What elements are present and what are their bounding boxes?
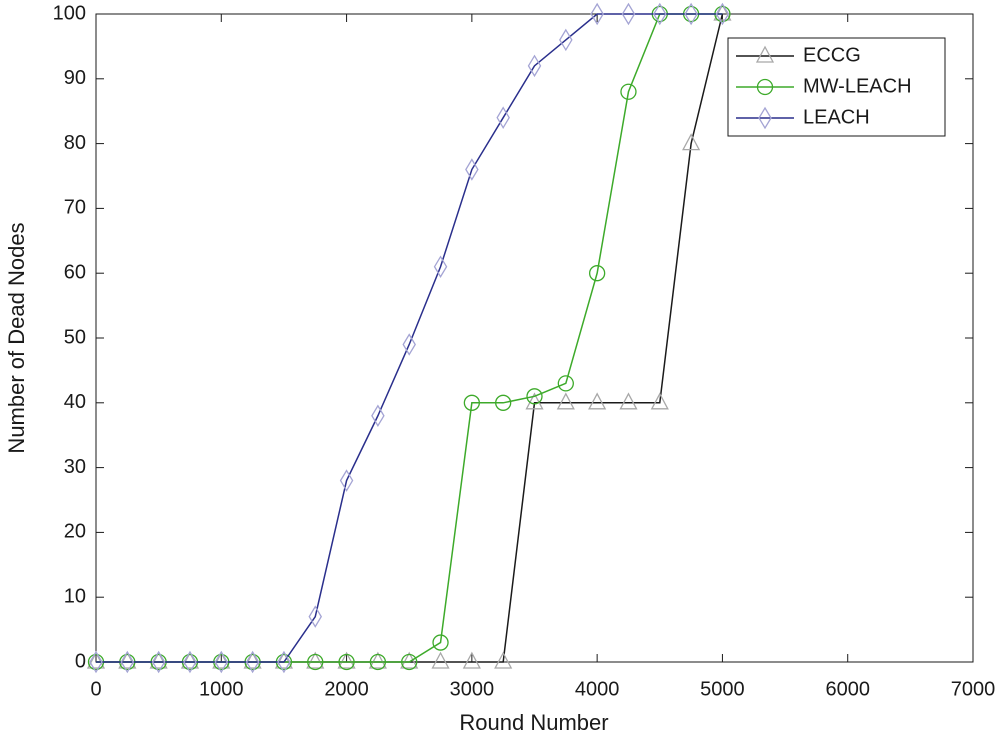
marker xyxy=(684,2,698,26)
y-tick-label: 30 xyxy=(64,456,86,478)
y-tick-label: 10 xyxy=(64,585,86,607)
marker xyxy=(339,469,354,492)
marker xyxy=(620,83,637,100)
marker xyxy=(120,650,135,674)
y-tick-label: 20 xyxy=(64,521,86,543)
legend-marker xyxy=(755,45,775,63)
marker xyxy=(118,651,137,669)
marker xyxy=(243,651,262,669)
marker xyxy=(495,394,512,411)
marker xyxy=(650,392,669,410)
marker xyxy=(559,28,573,52)
marker xyxy=(371,404,385,428)
marker xyxy=(525,392,544,410)
marker xyxy=(496,106,510,129)
marker xyxy=(494,651,513,669)
marker xyxy=(526,388,543,405)
y-tick-label: 70 xyxy=(64,197,86,219)
marker xyxy=(588,265,606,282)
marker xyxy=(183,650,197,674)
marker xyxy=(682,133,701,151)
x-tick-label: 4000 xyxy=(575,678,620,700)
marker xyxy=(653,2,667,26)
marker xyxy=(338,653,355,671)
x-tick-label: 7000 xyxy=(951,678,996,700)
marker xyxy=(306,651,325,669)
y-tick-label: 0 xyxy=(75,650,86,672)
legend-marker xyxy=(758,106,772,130)
y-tick-label: 90 xyxy=(64,67,86,89)
legend-label: MW-LEACH xyxy=(803,75,912,97)
marker xyxy=(619,392,638,410)
marker xyxy=(433,255,448,278)
marker xyxy=(527,54,542,78)
marker xyxy=(368,651,387,669)
marker xyxy=(590,2,604,26)
legend-label: LEACH xyxy=(803,106,870,128)
marker xyxy=(308,605,323,628)
marker xyxy=(431,651,450,669)
y-tick-label: 80 xyxy=(64,132,86,154)
y-tick-label: 50 xyxy=(64,326,86,348)
marker xyxy=(556,392,575,410)
marker xyxy=(212,651,231,669)
marker xyxy=(277,650,291,674)
marker xyxy=(402,333,416,356)
y-tick-label: 100 xyxy=(53,2,86,24)
series-line xyxy=(96,13,724,663)
legend-label: ECCG xyxy=(803,44,861,66)
x-tick-label: 5000 xyxy=(700,678,745,700)
marker xyxy=(180,651,200,669)
x-tick-label: 3000 xyxy=(450,678,495,700)
marker xyxy=(715,2,730,26)
marker xyxy=(337,651,356,669)
marker xyxy=(151,650,166,674)
marker xyxy=(401,653,418,671)
marker xyxy=(89,650,103,674)
marker xyxy=(432,634,449,651)
x-tick-label: 2000 xyxy=(324,678,369,700)
marker xyxy=(462,651,481,669)
series-line xyxy=(96,13,723,663)
y-tick-label: 40 xyxy=(64,391,86,413)
marker xyxy=(245,650,260,674)
marker xyxy=(557,375,574,392)
marker xyxy=(400,651,419,669)
marker xyxy=(713,3,732,21)
legend-marker xyxy=(756,78,774,96)
x-tick-label: 1000 xyxy=(199,678,244,700)
series-line xyxy=(96,13,723,663)
x-tick-label: 0 xyxy=(90,678,101,700)
marker xyxy=(369,653,387,671)
marker xyxy=(463,394,481,411)
y-axis-label: Number of Dead Nodes xyxy=(4,222,29,453)
marker xyxy=(307,653,324,671)
marker xyxy=(274,651,294,669)
marker xyxy=(621,2,636,26)
marker xyxy=(149,651,168,669)
x-axis-label: Round Number xyxy=(459,710,608,735)
marker xyxy=(465,158,479,181)
x-tick-label: 6000 xyxy=(825,678,870,700)
y-tick-label: 60 xyxy=(64,261,86,283)
marker xyxy=(86,651,106,669)
marker xyxy=(214,650,229,674)
marker xyxy=(588,392,607,410)
